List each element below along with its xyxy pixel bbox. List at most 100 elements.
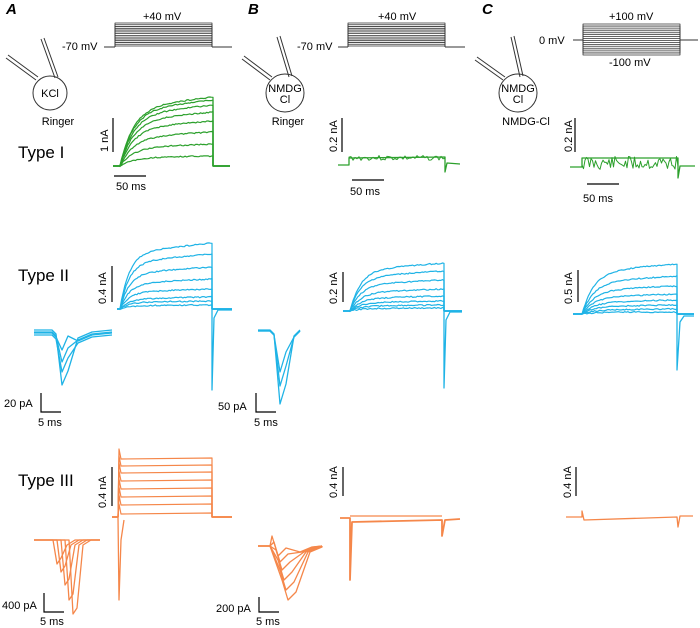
- t3a-trace-6: [112, 455, 232, 518]
- stepsC-step-11: [582, 40, 681, 48]
- t2a-trace-0: [117, 303, 232, 310]
- traces-type1-a: [113, 96, 230, 168]
- row-label-type3: Type III: [18, 471, 74, 490]
- protocol-b-hold-label: -70 mV: [297, 41, 333, 53]
- scale-label-type3-b: 0.4 nA: [328, 466, 340, 498]
- cell-b-label-2: Cl: [280, 94, 290, 106]
- t3ia-trace-3: [34, 539, 100, 601]
- cell-diagram-b: [241, 35, 305, 113]
- t2ib-trace-0: [258, 329, 301, 405]
- inset-scale-type2-a: [40, 393, 61, 413]
- cell-c-label-1: NMDG: [501, 83, 535, 95]
- time-label-type1-c: 50 ms: [583, 193, 613, 205]
- t2a-trace-1: [117, 300, 232, 311]
- row-label-type2: Type II: [18, 266, 69, 285]
- t2a-trace-6: [117, 253, 232, 310]
- t2ia-trace-1: [34, 334, 113, 373]
- t2b-trace-4: [343, 288, 462, 312]
- t2a-trace-4: [117, 277, 232, 310]
- traces-type2-a: [117, 242, 232, 391]
- inset-scale-label-type2-b: 50 pA: [218, 401, 247, 413]
- t3a-trace-0: [112, 503, 232, 518]
- pipette-b-top: [276, 35, 293, 78]
- t2a-trace-2: [117, 295, 232, 310]
- t1c-trace-1: [581, 155, 679, 170]
- protocol-a: +40 mV -70 mV: [62, 11, 232, 53]
- t1a-trace-4: [113, 111, 230, 167]
- t3c-trace-0: [566, 510, 693, 528]
- protocol-b-steps: [338, 22, 465, 48]
- inset-scale-type2-b: [255, 393, 276, 413]
- t2c-tail: [676, 314, 694, 371]
- cell-c-label-2: Cl: [513, 94, 523, 106]
- scale-label-type1-a: 1 nA: [99, 129, 111, 152]
- pipette-a-side: [5, 54, 39, 81]
- t1a-trace-1: [113, 143, 230, 168]
- t2ia-trace-3: [34, 332, 113, 351]
- traces-type1-b: [338, 155, 461, 173]
- inset-scale-label-type2-a: 20 pA: [4, 398, 33, 410]
- t1a-trace-5: [113, 104, 230, 167]
- t2a-trace-7: [117, 242, 232, 310]
- cell-a-label: KCl: [41, 88, 59, 100]
- protocol-a-hold-label: -70 mV: [62, 41, 98, 53]
- inset-time-label-type2-b: 5 ms: [254, 417, 278, 429]
- traces-type1-c: [570, 155, 695, 179]
- t3ia-trace-4: [34, 539, 100, 615]
- inset-type2-a: [34, 329, 113, 386]
- t2b-trace-0: [343, 306, 462, 312]
- traces-type2-b: [343, 262, 462, 389]
- scale-label-type1-b: 0.2 nA: [328, 120, 340, 152]
- scale-label-type2-a: 0.4 nA: [97, 272, 109, 304]
- cell-b-circle: [265, 73, 305, 113]
- t3a-spike: [117, 516, 125, 601]
- t2a-trace-5: [117, 266, 232, 310]
- t2c-trace-0: [573, 311, 694, 315]
- t3ib-trace-4: [258, 545, 323, 591]
- t2b-tail: [443, 311, 462, 389]
- panel-letter-c: C: [482, 1, 494, 18]
- t3b-trace-0: [340, 517, 461, 581]
- bath-a-label: Ringer: [42, 116, 75, 128]
- cell-b-label-1: NMDG: [268, 83, 302, 95]
- inset-type2-b: [258, 329, 301, 405]
- protocol-c-bottom-label: -100 mV: [609, 57, 651, 69]
- stepsC-step-13: [582, 40, 681, 52]
- t1a-trace-2: [113, 130, 230, 167]
- panel-letter-a: A: [5, 1, 17, 18]
- t3a-trace-2: [112, 486, 232, 518]
- inset-type3-a: [34, 539, 100, 615]
- pipette-c-side: [474, 56, 506, 81]
- t2c-trace-2: [573, 304, 694, 315]
- t2c-trace-6: [573, 275, 694, 315]
- t3a-trace-5: [112, 462, 232, 518]
- inset-time-label-type3-a: 5 ms: [40, 616, 64, 628]
- traces-type3-b: [340, 515, 461, 581]
- t2c-trace-7: [573, 263, 694, 315]
- protocol-a-top-label: +40 mV: [143, 11, 182, 23]
- t3a-trace-7: [112, 448, 232, 518]
- stepsC-step-5: [582, 33, 681, 40]
- t2ib-trace-2: [258, 330, 301, 373]
- stepsB-step-13: [347, 45, 446, 47]
- scale-label-type1-c: 0.2 nA: [563, 120, 575, 152]
- traces-type2-c: [573, 263, 694, 371]
- inset-scale-label-type3-b: 200 pA: [216, 603, 252, 615]
- t2b-trace-1: [343, 303, 462, 312]
- stepsB-step-5: [347, 31, 446, 47]
- t1a-trace-0: [113, 155, 230, 167]
- t3ib-trace-5: [258, 545, 323, 601]
- inset-time-label-type3-b: 5 ms: [256, 616, 280, 628]
- bath-c-label: NMDG-Cl: [502, 116, 550, 128]
- cell-a-circle: [32, 75, 68, 111]
- scale-label-type2-b: 0.2 nA: [328, 272, 340, 304]
- protocol-b: +40 mV -70 mV: [297, 11, 465, 53]
- t1a-trace-6: [113, 99, 230, 167]
- stepsC-step-7: [582, 38, 681, 40]
- t1c-trace-0: [570, 157, 695, 179]
- stepsA-step-5: [114, 31, 213, 47]
- t2c-trace-3: [573, 299, 694, 315]
- inset-time-label-type2-a: 5 ms: [38, 417, 62, 429]
- t3ib-trace-0: [258, 535, 323, 557]
